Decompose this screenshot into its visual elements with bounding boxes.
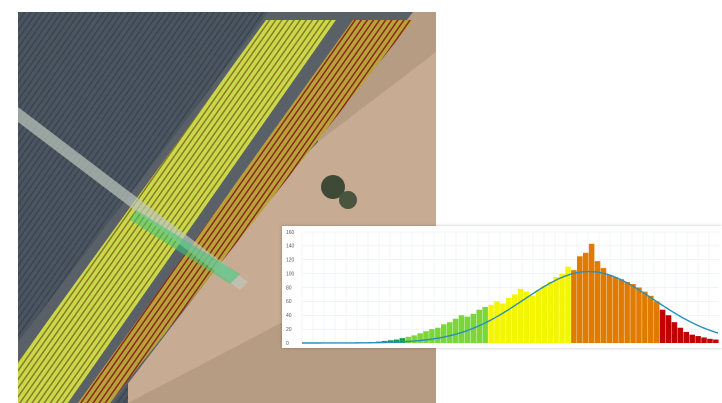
- histogram-bar: [683, 331, 690, 343]
- y-axis-ticks: 0 20 40 60 80 100 120 140 160: [286, 230, 295, 347]
- histogram-bar: [648, 295, 654, 343]
- histogram-bar: [582, 252, 589, 343]
- highlight-track: [130, 210, 240, 284]
- histogram-bar: [405, 336, 412, 343]
- histogram-bar: [624, 281, 630, 343]
- histogram-bar: [523, 291, 530, 343]
- histogram-bar: [659, 309, 666, 343]
- histogram-bar: [387, 340, 394, 343]
- histogram-bar: [500, 303, 506, 343]
- histogram-bar: [506, 297, 512, 343]
- histogram-bar: [429, 329, 435, 344]
- tree-cluster-2: [339, 191, 357, 209]
- y-tick-label: 20: [286, 327, 292, 333]
- y-tick-label: 100: [286, 271, 295, 277]
- histogram-bar: [547, 281, 553, 343]
- histogram-bar: [535, 290, 542, 343]
- histogram-bar: [452, 318, 459, 343]
- histogram-bar: [435, 327, 441, 343]
- ndvi-histogram-chart: 0 20 40 60 80 100 120 140 160: [286, 230, 719, 347]
- histogram-bar: [653, 301, 660, 344]
- histogram-bar: [630, 284, 636, 343]
- histogram-bar: [671, 322, 678, 343]
- histogram-bar: [494, 301, 500, 344]
- histogram-bar: [458, 315, 465, 343]
- histogram-bar: [541, 286, 548, 343]
- field-strip-right: [78, 20, 413, 403]
- histogram-bar: [488, 304, 494, 343]
- histogram-bar: [565, 266, 571, 343]
- histogram-bar: [636, 287, 642, 343]
- y-tick-label: 80: [286, 285, 292, 291]
- histogram-bar: [571, 270, 577, 343]
- histogram-bar: [612, 277, 619, 343]
- y-tick-label: 160: [286, 230, 295, 236]
- histogram-bar: [606, 275, 613, 343]
- histogram-bar: [399, 338, 406, 343]
- histogram-bar: [577, 256, 583, 343]
- histogram-bar: [393, 339, 400, 343]
- histogram-bar: [618, 279, 624, 343]
- y-tick-label: 0: [286, 341, 289, 347]
- histogram-bar: [707, 338, 713, 343]
- histogram-bar: [423, 331, 429, 343]
- histogram-bar: [594, 261, 601, 343]
- histogram-bar: [417, 333, 423, 343]
- histogram-bar: [553, 277, 559, 343]
- histogram-bar: [411, 335, 417, 343]
- histogram-bar: [517, 288, 524, 343]
- histogram-bar: [482, 306, 488, 343]
- histogram-bars: [370, 243, 719, 344]
- histogram-bar: [559, 273, 565, 344]
- histogram-bar: [701, 337, 707, 343]
- histogram-bar: [713, 339, 719, 343]
- histogram-bar: [677, 327, 684, 343]
- histogram-bar: [695, 336, 701, 343]
- y-tick-label: 120: [286, 258, 295, 264]
- histogram-bar: [446, 322, 453, 343]
- histogram-bar: [529, 295, 536, 343]
- histogram-bar: [588, 243, 595, 343]
- y-tick-label: 60: [286, 299, 292, 305]
- ndvi-histogram-panel: 0 20 40 60 80 100 120 140 160: [282, 226, 722, 348]
- histogram-bar: [689, 334, 695, 343]
- histogram-bar: [665, 315, 672, 343]
- field-strip-left: [18, 20, 336, 403]
- histogram-bar: [642, 291, 648, 343]
- histogram-bar: [511, 294, 518, 343]
- histogram-bar: [600, 268, 607, 343]
- tree-cluster: [321, 175, 345, 199]
- y-tick-label: 40: [286, 313, 292, 319]
- y-tick-label: 140: [286, 244, 295, 250]
- histogram-bar: [440, 324, 447, 343]
- distribution-curve: [302, 270, 719, 344]
